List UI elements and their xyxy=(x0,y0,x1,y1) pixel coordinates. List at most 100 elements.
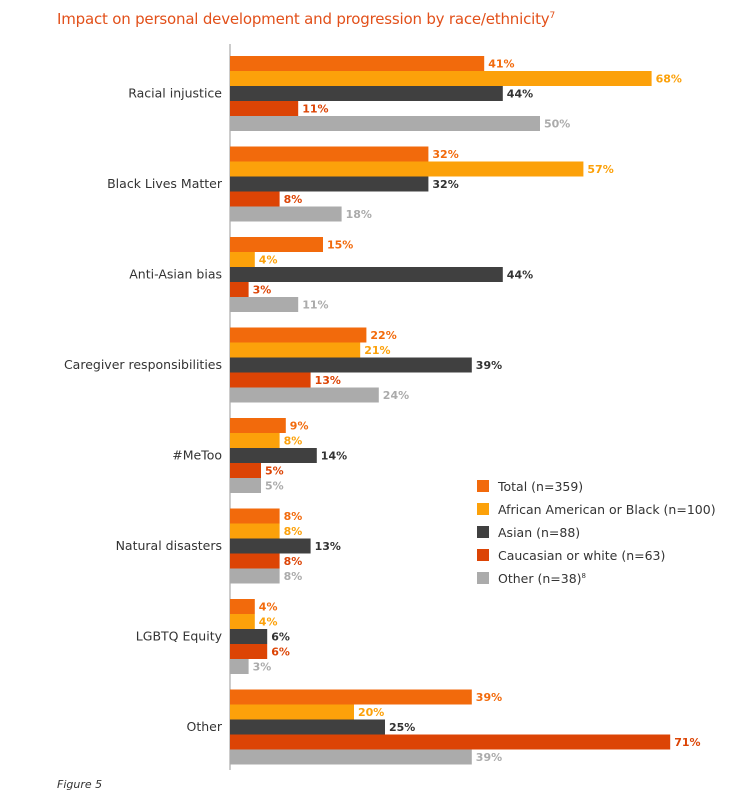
bar xyxy=(230,704,354,720)
data-label: 21% xyxy=(364,344,390,357)
bar xyxy=(230,689,472,705)
category-label: Caregiver responsibilities xyxy=(64,357,222,372)
bar xyxy=(230,342,361,358)
bar xyxy=(230,101,299,116)
figure-caption: Figure 5 xyxy=(57,778,103,791)
data-label: 20% xyxy=(358,706,384,719)
data-label: 5% xyxy=(265,465,284,478)
data-label: 8% xyxy=(284,435,303,448)
data-label: 41% xyxy=(488,58,514,71)
bar xyxy=(230,357,472,373)
bar xyxy=(230,191,280,207)
data-label: 9% xyxy=(290,420,309,433)
data-label: 57% xyxy=(587,163,613,176)
data-label: 4% xyxy=(259,616,278,629)
legend-swatch xyxy=(477,526,489,538)
bar xyxy=(230,267,503,282)
legend-swatch xyxy=(477,480,489,492)
data-label: 4% xyxy=(259,601,278,614)
bar xyxy=(230,372,311,388)
data-label: 15% xyxy=(327,239,353,252)
bar xyxy=(230,282,249,297)
category-label: #MeToo xyxy=(172,448,222,463)
data-label: 14% xyxy=(321,450,347,463)
bar xyxy=(230,538,311,554)
bar xyxy=(230,252,255,267)
bar xyxy=(230,206,342,222)
data-label: 18% xyxy=(346,208,372,221)
data-label: 6% xyxy=(271,646,290,659)
bar xyxy=(230,146,429,162)
bar xyxy=(230,734,671,750)
bar xyxy=(230,463,261,478)
data-label: 11% xyxy=(302,103,328,116)
data-label: 39% xyxy=(476,359,502,372)
data-label: 5% xyxy=(265,480,284,493)
data-label: 13% xyxy=(315,540,341,553)
data-label: 8% xyxy=(284,555,303,568)
legend-label: Total (n=359) xyxy=(497,479,583,494)
title-footnote: 7 xyxy=(549,11,555,21)
data-label: 8% xyxy=(284,570,303,583)
data-label: 68% xyxy=(656,73,682,86)
legend-swatch xyxy=(477,572,489,584)
data-label: 50% xyxy=(544,118,570,131)
bar xyxy=(230,327,367,343)
bar xyxy=(230,418,286,433)
data-label: 44% xyxy=(507,88,533,101)
bar xyxy=(230,433,280,448)
bar xyxy=(230,56,485,71)
bar xyxy=(230,478,261,493)
bar xyxy=(230,161,584,177)
bar xyxy=(230,297,299,312)
bar xyxy=(230,523,280,539)
data-label: 71% xyxy=(674,736,700,749)
data-label: 3% xyxy=(253,284,272,297)
data-label: 3% xyxy=(253,661,272,674)
bar xyxy=(230,553,280,569)
bar xyxy=(230,749,472,765)
bar xyxy=(230,116,540,131)
bar xyxy=(230,448,317,463)
legend-label: Other (n=38)8 xyxy=(498,571,586,586)
data-label: 32% xyxy=(432,148,458,161)
data-label: 8% xyxy=(284,525,303,538)
chart-title: Impact on personal development and progr… xyxy=(57,10,555,28)
bar xyxy=(230,508,280,524)
legend-label: Caucasian or white (n=63) xyxy=(498,548,665,563)
bar xyxy=(230,599,255,614)
data-label: 44% xyxy=(507,269,533,282)
bar xyxy=(230,568,280,584)
category-label: Anti-Asian bias xyxy=(129,267,222,282)
data-label: 8% xyxy=(284,193,303,206)
category-label: Other xyxy=(187,719,223,734)
bar xyxy=(230,237,323,252)
data-label: 22% xyxy=(370,329,396,342)
bar xyxy=(230,719,385,735)
legend-swatch xyxy=(477,503,489,515)
chart-title-text: Impact on personal development and progr… xyxy=(57,10,550,28)
bar xyxy=(230,614,255,629)
bar xyxy=(230,86,503,101)
data-label: 39% xyxy=(476,751,502,764)
bar xyxy=(230,387,379,403)
data-label: 25% xyxy=(389,721,415,734)
data-label: 11% xyxy=(302,299,328,312)
category-label: Black Lives Matter xyxy=(107,176,223,191)
data-label: 4% xyxy=(259,254,278,267)
bar xyxy=(230,659,249,674)
category-label: Racial injustice xyxy=(128,86,222,101)
data-label: 6% xyxy=(271,631,290,644)
legend-label: Asian (n=88) xyxy=(498,525,580,540)
bar xyxy=(230,176,429,192)
data-label: 24% xyxy=(383,389,409,402)
category-label: Natural disasters xyxy=(116,538,222,553)
category-label: LGBTQ Equity xyxy=(136,629,223,644)
data-label: 8% xyxy=(284,510,303,523)
bar xyxy=(230,644,268,659)
data-label: 39% xyxy=(476,691,502,704)
data-label: 13% xyxy=(315,374,341,387)
legend-label: African American or Black (n=100) xyxy=(498,502,716,517)
